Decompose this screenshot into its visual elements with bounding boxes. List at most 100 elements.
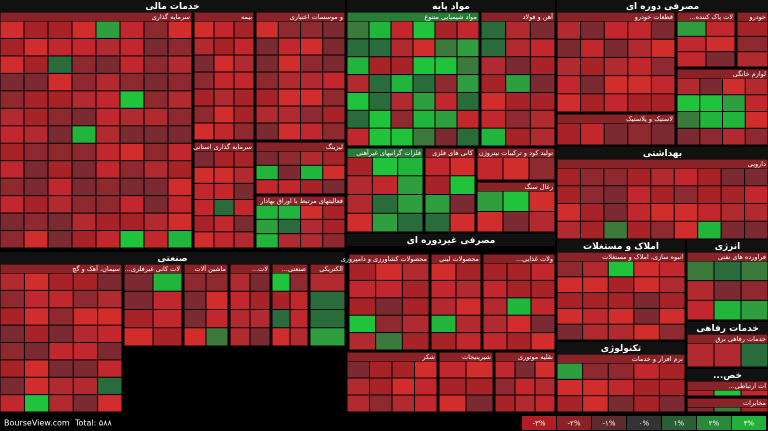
stock-cell[interactable] xyxy=(721,221,745,239)
stock-cell[interactable] xyxy=(391,39,413,57)
stock-cell[interactable] xyxy=(583,324,608,340)
subsector-title[interactable]: لاستیک و پلاستیک xyxy=(626,115,673,123)
stock-cell[interactable] xyxy=(506,57,530,75)
stock-cell[interactable] xyxy=(372,176,398,194)
stock-cell[interactable] xyxy=(278,219,300,234)
stock-cell[interactable] xyxy=(0,273,24,290)
stock-cell[interactable] xyxy=(741,281,768,300)
stock-cell[interactable] xyxy=(435,39,457,57)
stock-cell[interactable] xyxy=(184,328,206,346)
stock-cell[interactable] xyxy=(608,277,634,293)
stock-cell[interactable] xyxy=(24,360,49,377)
subsector-title[interactable]: خدمات رفاهی برق xyxy=(715,335,766,343)
stock-cell[interactable] xyxy=(120,21,144,38)
subsector-title[interactable]: فلزات گرانبهای غیرآهنی xyxy=(356,148,421,157)
stock-cell[interactable] xyxy=(483,315,507,333)
stock-cell[interactable] xyxy=(230,273,250,291)
stock-cell[interactable] xyxy=(431,333,456,350)
stock-cell[interactable] xyxy=(706,21,735,36)
stock-cell[interactable] xyxy=(323,89,345,106)
stock-cell[interactable] xyxy=(278,234,300,248)
stock-cell[interactable] xyxy=(413,57,435,75)
stock-cell[interactable] xyxy=(73,273,98,290)
stock-cell[interactable] xyxy=(557,39,581,57)
stock-cell[interactable] xyxy=(608,363,634,379)
stock-cell[interactable] xyxy=(194,106,214,123)
stock-cell[interactable] xyxy=(48,108,72,126)
stock-cell[interactable] xyxy=(72,21,96,38)
stock-cell[interactable] xyxy=(529,157,555,180)
stock-cell[interactable] xyxy=(301,234,323,248)
stock-cell[interactable] xyxy=(745,112,768,128)
stock-cell[interactable] xyxy=(301,151,323,165)
stock-cell[interactable] xyxy=(96,196,120,213)
stock-cell[interactable] xyxy=(581,76,604,94)
stock-cell[interactable] xyxy=(278,55,300,72)
stock-cell[interactable] xyxy=(98,377,122,395)
stock-cell[interactable] xyxy=(96,108,120,126)
stock-cell[interactable] xyxy=(392,361,415,378)
stock-cell[interactable] xyxy=(256,89,278,106)
stock-cell[interactable] xyxy=(310,328,345,346)
stock-cell[interactable] xyxy=(627,186,651,203)
stock-cell[interactable] xyxy=(604,76,628,94)
stock-cell[interactable] xyxy=(369,21,391,39)
stock-cell[interactable] xyxy=(651,123,675,145)
stock-cell[interactable] xyxy=(515,361,535,378)
stock-cell[interactable] xyxy=(24,56,48,73)
stock-cell[interactable] xyxy=(0,343,24,360)
subsector-title[interactable]: محصولات کشاورزی و دامپروری xyxy=(341,255,427,263)
stock-cell[interactable] xyxy=(457,75,479,92)
stock-cell[interactable] xyxy=(256,151,278,165)
stock-cell[interactable] xyxy=(214,123,234,140)
stock-cell[interactable] xyxy=(706,36,735,52)
stock-cell[interactable] xyxy=(700,112,722,128)
stock-cell[interactable] xyxy=(659,308,685,324)
stock-cell[interactable] xyxy=(392,395,415,412)
stock-cell[interactable] xyxy=(456,333,481,350)
stock-cell[interactable] xyxy=(0,308,24,325)
stock-cell[interactable] xyxy=(608,379,634,396)
stock-cell[interactable] xyxy=(457,110,479,128)
stock-cell[interactable] xyxy=(347,75,369,92)
stock-cell[interactable] xyxy=(481,39,506,57)
stock-cell[interactable] xyxy=(634,396,659,412)
stock-cell[interactable] xyxy=(72,213,96,231)
stock-cell[interactable] xyxy=(234,151,254,167)
stock-cell[interactable] xyxy=(24,143,48,161)
stock-cell[interactable] xyxy=(530,39,555,57)
stock-cell[interactable] xyxy=(583,363,608,379)
stock-cell[interactable] xyxy=(206,273,228,291)
stock-cell[interactable] xyxy=(230,310,250,328)
stock-cell[interactable] xyxy=(450,157,475,176)
stock-cell[interactable] xyxy=(698,186,721,203)
stock-cell[interactable] xyxy=(347,128,369,146)
stock-cell[interactable] xyxy=(507,333,531,350)
stock-cell[interactable] xyxy=(24,38,48,56)
stock-cell[interactable] xyxy=(194,151,214,167)
stock-cell[interactable] xyxy=(0,108,24,126)
stock-cell[interactable] xyxy=(124,310,153,328)
stock-cell[interactable] xyxy=(323,205,345,219)
stock-cell[interactable] xyxy=(369,92,391,110)
stock-cell[interactable] xyxy=(73,343,98,360)
stock-cell[interactable] xyxy=(214,216,234,232)
stock-cell[interactable] xyxy=(323,55,345,72)
stock-cell[interactable] xyxy=(677,95,700,111)
stock-cell[interactable] xyxy=(120,231,144,248)
subsector-title[interactable]: ...لات پاک کننده xyxy=(689,13,733,21)
stock-cell[interactable] xyxy=(144,143,168,161)
stock-cell[interactable] xyxy=(234,167,254,183)
stock-cell[interactable] xyxy=(120,213,144,231)
stock-cell[interactable] xyxy=(634,324,659,340)
stock-cell[interactable] xyxy=(250,328,270,346)
stock-cell[interactable] xyxy=(583,379,608,396)
stock-cell[interactable] xyxy=(153,273,182,291)
stock-cell[interactable] xyxy=(214,38,234,55)
stock-cell[interactable] xyxy=(310,310,345,328)
stock-cell[interactable] xyxy=(278,21,300,38)
stock-cell[interactable] xyxy=(608,308,634,324)
stock-cell[interactable] xyxy=(700,95,722,111)
stock-cell[interactable] xyxy=(278,106,300,123)
stock-cell[interactable] xyxy=(278,180,300,194)
